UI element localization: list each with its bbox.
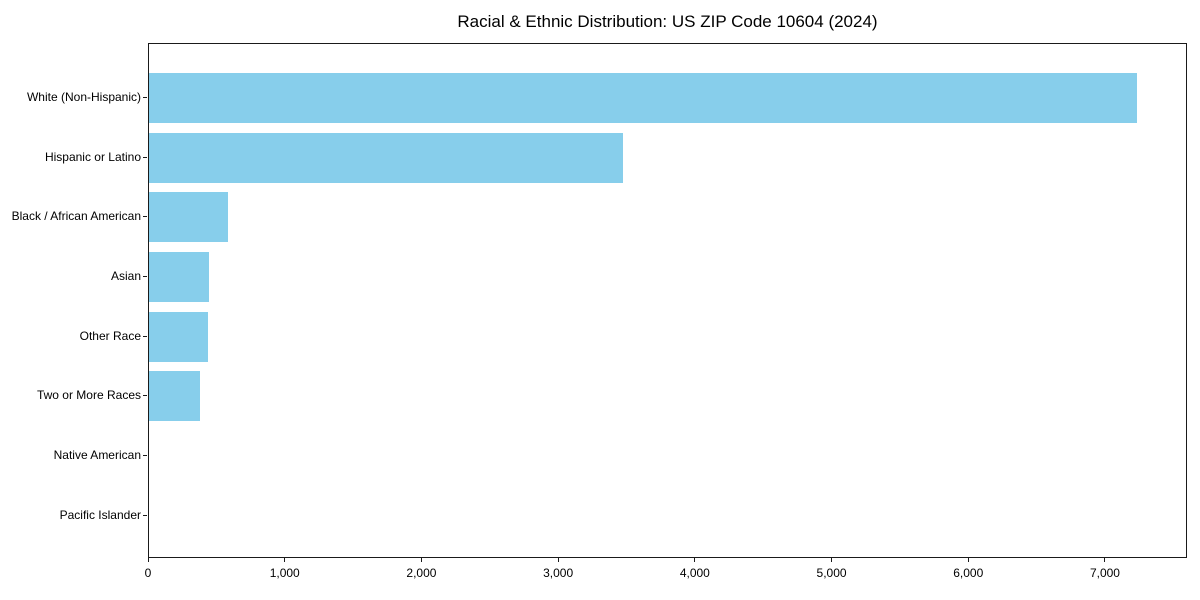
y-axis-tick: [143, 514, 147, 516]
bar: [149, 311, 208, 362]
y-tick-label: Asian: [110, 268, 141, 283]
y-axis-tick: [143, 335, 147, 337]
bar: [149, 73, 1138, 123]
y-axis-tick: [143, 156, 147, 158]
x-tick-label: 2,000: [406, 566, 437, 580]
x-axis-tick: [1104, 558, 1106, 562]
x-tick-label: 1,000: [269, 566, 300, 580]
x-tick-label: 0: [144, 566, 152, 580]
x-tick-label: 6,000: [953, 566, 984, 580]
x-tick-label: 7,000: [1089, 566, 1120, 580]
bar: [149, 132, 624, 183]
x-axis-tick: [694, 558, 696, 562]
bar: [149, 371, 201, 422]
bar: [149, 192, 229, 243]
y-tick-label: White (Non-Hispanic): [26, 90, 141, 104]
y-axis-tick: [143, 454, 147, 456]
y-tick-label: Other Race: [79, 328, 141, 343]
x-tick-label: 4,000: [679, 566, 710, 580]
y-tick-label: Black / African American: [11, 209, 141, 224]
x-tick-label: 5,000: [816, 566, 847, 580]
x-axis-tick: [557, 558, 559, 562]
y-axis-tick: [143, 275, 147, 277]
y-axis-tick: [143, 97, 147, 98]
x-axis-tick: [147, 558, 149, 562]
bar: [149, 251, 210, 302]
y-tick-label: Native American: [53, 447, 141, 462]
x-axis-tick: [420, 558, 422, 562]
y-tick-label: Two or More Races: [36, 388, 141, 403]
y-tick-label: Pacific Islander: [59, 507, 141, 522]
x-tick-label: 3,000: [543, 566, 574, 580]
plot-area: [148, 43, 1187, 558]
chart-title: Racial & Ethnic Distribution: US ZIP Cod…: [457, 12, 878, 31]
y-axis-tick: [143, 395, 147, 397]
x-axis-tick: [967, 558, 969, 562]
y-tick-label: Hispanic or Latino: [44, 149, 141, 164]
x-axis-tick: [284, 558, 286, 562]
y-axis-tick: [143, 216, 147, 218]
x-axis-tick: [831, 558, 833, 562]
